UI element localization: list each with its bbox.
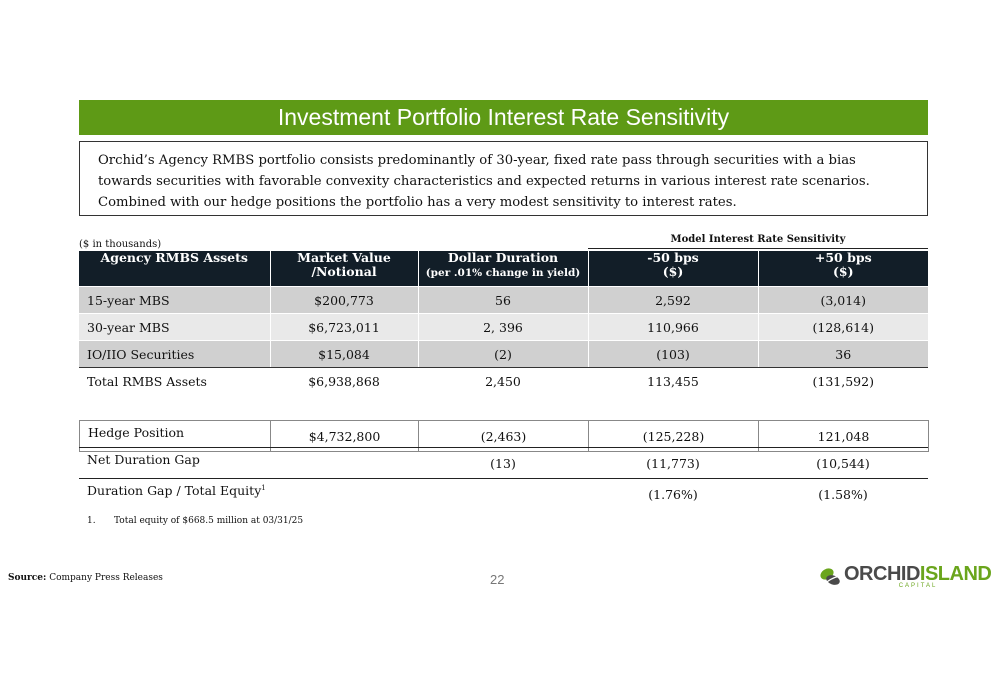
row-label: Net Duration Gap [79, 447, 270, 479]
market-value-cell [270, 447, 418, 479]
page-title: Investment Portfolio Interest Rate Sensi… [79, 100, 928, 135]
market-value-cell: $6,938,868 [269, 367, 418, 394]
company-logo: ORCHIDISLAND CAPITAL [818, 563, 993, 593]
col-header-minus50: -50 bps ($) [587, 251, 758, 286]
plus50-cell: (3,014) [757, 287, 928, 314]
footnote-text: Total equity of $668.5 million at 03/31/… [114, 516, 304, 526]
row-label: IO/IIO Securities [79, 340, 270, 368]
logo-wordmark: ORCHIDISLAND [844, 563, 992, 585]
col-header-asset: Agency RMBS Assets [79, 251, 270, 286]
dollar-duration-cell: 2, 396 [417, 313, 588, 341]
model-header-rule [588, 248, 928, 249]
plus50-cell: 36 [757, 340, 928, 368]
minus50-cell: (125,228) [588, 420, 759, 452]
col-header-plus50: +50 bps ($) [757, 251, 928, 286]
hedge-table: Hedge Position $4,732,800 (2,463) (125,2… [79, 420, 929, 452]
dollar-duration-cell: (2) [417, 340, 588, 368]
plus50-cell: 121,048 [758, 420, 929, 452]
table-row: IO/IIO Securities $15,084 (2) (103) 36 [79, 340, 928, 368]
leaf-logo-icon [820, 568, 841, 587]
model-sensitivity-header: Model Interest Rate Sensitivity [670, 234, 846, 245]
market-value-cell [270, 479, 418, 510]
assets-table: 15-year MBS $200,773 56 2,592 (3,014) 30… [79, 287, 928, 394]
plus50-cell: (1.58%) [818, 486, 868, 502]
minus50-cell: (11,773) [588, 447, 758, 479]
table-header: Agency RMBS Assets Market Value/Notional… [79, 251, 928, 286]
market-value-cell: $6,723,011 [269, 313, 418, 341]
minus50-cell: 2,592 [587, 287, 758, 314]
minus50-cell: 110,966 [587, 313, 758, 341]
source-label: Source: [8, 573, 47, 583]
row-label: 15-year MBS [79, 287, 270, 314]
market-value-cell: $4,732,800 [270, 420, 419, 452]
dollar-duration-cell: 2,450 [417, 367, 588, 394]
footnote: 1. Total equity of $668.5 million at 03/3… [87, 516, 303, 526]
plus50-cell: (131,592) [757, 367, 928, 394]
source-note: Source: Company Press Releases [8, 573, 163, 583]
footnote-marker: 1 [261, 483, 266, 492]
net-duration-gap-row: Net Duration Gap (13) (11,773) (10,544) [79, 447, 928, 479]
dollar-duration-cell: (13) [418, 447, 588, 479]
dollar-duration-cell [418, 479, 588, 510]
plus50-cell: (10,544) [758, 447, 928, 479]
dollar-duration-cell: 56 [417, 287, 588, 314]
total-row: Total RMBS Assets $6,938,868 2,450 113,4… [79, 367, 928, 394]
source-text: Company Press Releases [49, 573, 163, 583]
market-value-cell: $200,773 [269, 287, 418, 314]
duration-gap-table: Net Duration Gap (13) (11,773) (10,544) … [79, 447, 928, 509]
intro-text-box: Orchid’s Agency RMBS portfolio consists … [79, 141, 928, 216]
units-note: ($ in thousands) [79, 239, 162, 250]
minus50-cell: (103) [587, 340, 758, 368]
col-header-market-value: Market Value/Notional [269, 251, 418, 286]
hedge-row: Hedge Position $4,732,800 (2,463) (125,2… [79, 420, 929, 452]
gap-equity-row: Duration Gap / Total Equity1 (1.76%) (1.… [79, 479, 928, 510]
table-row: 15-year MBS $200,773 56 2,592 (3,014) [79, 287, 928, 314]
row-label: Hedge Position [79, 420, 271, 452]
minus50-cell: 113,455 [587, 367, 758, 394]
row-label: Total RMBS Assets [79, 367, 270, 394]
footnote-number: 1. [87, 516, 96, 526]
row-label: 30-year MBS [79, 313, 270, 341]
page-number: 22 [490, 572, 505, 587]
col-header-dollar-duration: Dollar Duration (per .01% change in yield… [417, 251, 588, 286]
market-value-cell: $15,084 [269, 340, 418, 368]
minus50-cell: (1.76%) [648, 486, 698, 502]
plus50-cell: (128,614) [757, 313, 928, 341]
row-label: Duration Gap / Total Equity1 [87, 483, 266, 498]
logo-subtitle: CAPITAL [898, 583, 938, 589]
table-row: 30-year MBS $6,723,011 2, 396 110,966 (1… [79, 313, 928, 341]
